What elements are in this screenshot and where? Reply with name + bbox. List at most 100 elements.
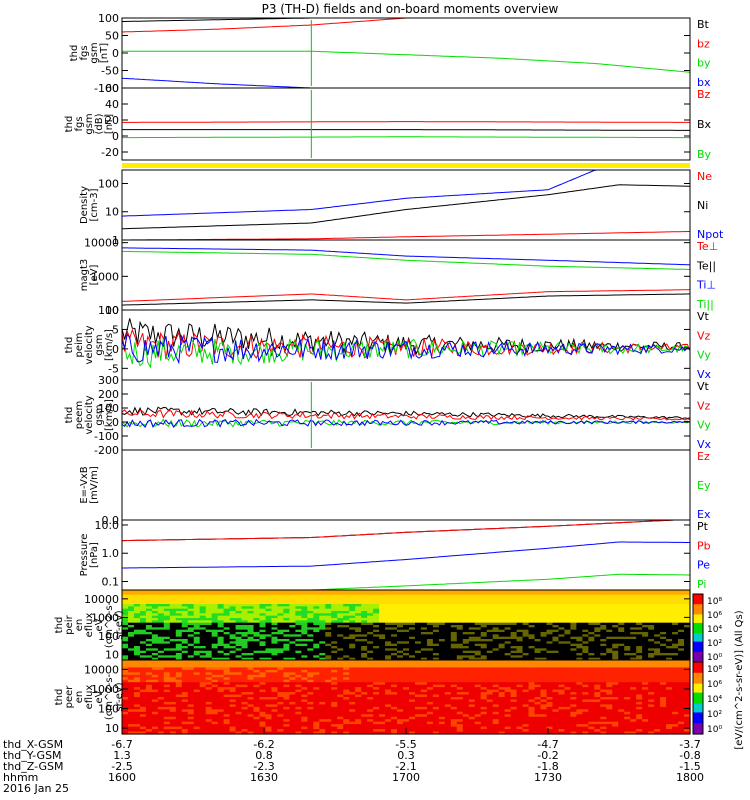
heatmap-cell — [181, 597, 189, 600]
heatmap-cell — [133, 689, 141, 693]
heatmap-cell — [498, 689, 506, 693]
heatmap-cell — [283, 721, 291, 725]
heatmap-cell — [373, 613, 380, 617]
heatmap-cell — [355, 615, 362, 619]
heatmap-cell — [289, 604, 296, 607]
heatmap-cell — [373, 672, 380, 676]
heatmap-cell — [223, 650, 231, 654]
heatmap-cell — [648, 653, 655, 656]
heatmap-cell — [331, 709, 338, 713]
heatmap-cell — [468, 646, 476, 649]
heatmap-cell — [462, 639, 470, 642]
heatmap-cell — [432, 677, 440, 681]
heatmap-cell — [558, 643, 566, 647]
heatmap-cell — [187, 618, 195, 621]
heatmap-cell — [564, 636, 572, 640]
heatmap-cell — [648, 655, 655, 659]
heatmap-cell — [373, 726, 380, 730]
heatmap-cell — [498, 604, 506, 607]
heatmap-cell — [420, 641, 428, 645]
heatmap-cell — [576, 594, 583, 598]
heatmap-cell — [516, 639, 524, 642]
heatmap-cell — [343, 664, 350, 668]
heatmap-cell — [169, 662, 177, 666]
heatmap-cell — [492, 653, 500, 656]
heatmap-cell — [199, 682, 207, 686]
heatmap-cell — [498, 629, 506, 633]
heatmap-cell — [361, 684, 368, 688]
heatmap-cell — [636, 622, 643, 626]
heatmap-cell — [462, 660, 470, 664]
heatmap-cell — [343, 689, 350, 693]
heatmap-cell — [217, 689, 225, 693]
heatmap-cell — [355, 660, 362, 664]
heatmap-cell — [211, 641, 219, 645]
heatmap-cell — [217, 606, 225, 610]
heatmap-cell — [157, 714, 165, 718]
heatmap-cell — [474, 664, 482, 668]
heatmap-cell — [199, 697, 207, 701]
heatmap-cell — [217, 716, 225, 720]
heatmap-cell — [630, 641, 637, 645]
heatmap-cell — [193, 597, 201, 600]
heatmap-cell — [253, 724, 261, 728]
heatmap-cell — [151, 709, 159, 713]
heatmap-cell — [385, 606, 392, 610]
heatmap-cell — [391, 601, 398, 605]
heatmap-cell — [432, 694, 440, 698]
heatmap-cell — [271, 674, 279, 678]
heatmap-cell — [337, 618, 344, 621]
heatmap-cell — [624, 604, 631, 607]
heatmap-cell — [145, 622, 153, 626]
heatmap-cell — [122, 689, 129, 693]
heatmap-cell — [247, 694, 255, 698]
heatmap-cell — [283, 677, 291, 681]
heatmap-cell — [235, 664, 243, 668]
heatmap-cell — [414, 692, 422, 696]
heatmap-cell — [271, 701, 279, 705]
heatmap-cell — [474, 608, 482, 612]
heatmap-cell — [450, 709, 458, 713]
heatmap-cell — [343, 615, 350, 619]
heatmap-cell — [325, 618, 332, 621]
heatmap-cell — [181, 677, 189, 681]
heatmap-cell — [343, 597, 350, 600]
heatmap-cell — [426, 726, 434, 730]
heatmap-cell — [444, 731, 452, 735]
heatmap-cell — [492, 692, 500, 696]
heatmap-cell — [122, 699, 129, 703]
y-axis-label: [nT] — [99, 43, 110, 63]
heatmap-cell — [648, 606, 655, 610]
heatmap-cell — [127, 613, 135, 617]
heatmap-cell — [163, 601, 171, 605]
heatmap-cell — [450, 726, 458, 730]
heatmap-cell — [277, 613, 285, 617]
heatmap-cell — [331, 729, 338, 733]
heatmap-cell — [145, 716, 153, 720]
heatmap-cell — [486, 724, 494, 728]
heatmap-cell — [450, 664, 458, 668]
heatmap-cell — [307, 684, 314, 688]
heatmap-cell — [247, 620, 255, 624]
heatmap-cell — [498, 611, 506, 614]
heatmap-cell — [618, 646, 625, 649]
heatmap-cell — [397, 706, 404, 710]
heatmap-cell — [385, 636, 392, 640]
heatmap-cell — [552, 653, 560, 656]
heatmap-cell — [486, 667, 494, 671]
heatmap-cell — [492, 679, 500, 683]
heatmap-cell — [391, 608, 398, 612]
heatmap-cell — [432, 594, 440, 598]
heatmap-cell — [139, 709, 147, 713]
heatmap-cell — [379, 643, 386, 647]
heatmap-cell — [331, 629, 338, 633]
heatmap-cell — [420, 611, 428, 614]
heatmap-cell — [193, 627, 201, 631]
heatmap-cell — [456, 594, 464, 598]
heatmap-cell — [259, 664, 267, 668]
heatmap-cell — [480, 639, 488, 642]
heatmap-cell — [450, 655, 458, 659]
heatmap-cell — [169, 697, 177, 701]
heatmap-cell — [408, 604, 416, 607]
heatmap-cell — [450, 639, 458, 642]
